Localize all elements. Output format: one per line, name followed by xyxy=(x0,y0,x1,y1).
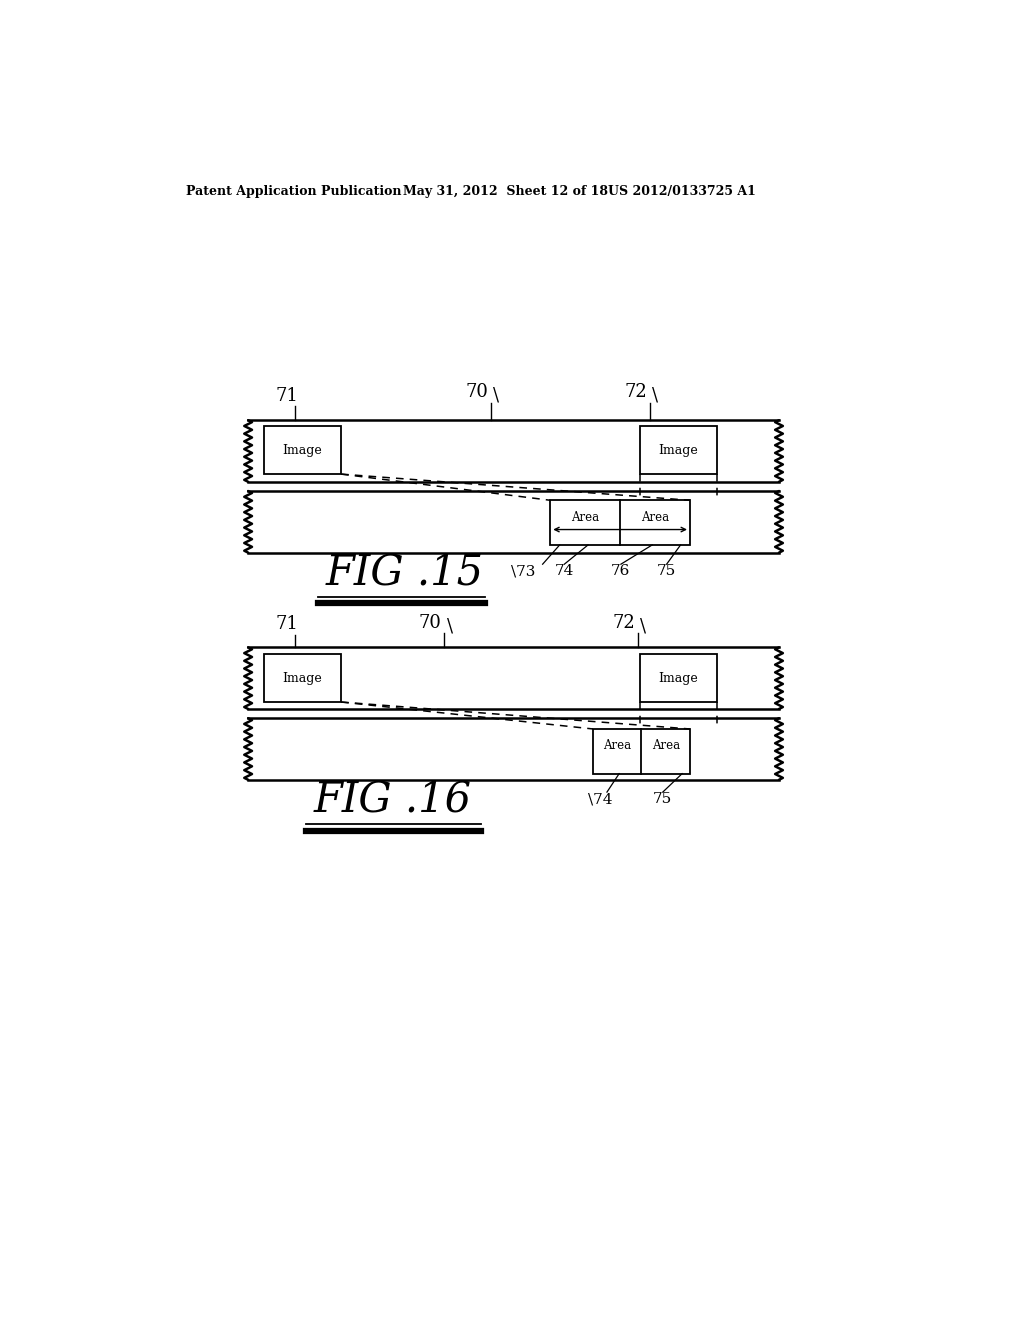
Text: Area: Area xyxy=(571,511,599,524)
Text: FIG .16: FIG .16 xyxy=(314,779,472,821)
Text: 70: 70 xyxy=(465,383,488,401)
Text: 72: 72 xyxy=(612,614,635,632)
Bar xyxy=(640,655,717,702)
Text: Image: Image xyxy=(283,672,323,685)
Text: FIG .15: FIG .15 xyxy=(326,552,483,594)
Bar xyxy=(263,655,341,702)
Text: Area: Area xyxy=(651,739,680,752)
Text: 75: 75 xyxy=(657,564,676,578)
Text: Area: Area xyxy=(603,739,631,752)
Text: 72: 72 xyxy=(625,383,647,401)
Text: 76: 76 xyxy=(611,564,631,578)
Text: US 2012/0133725 A1: US 2012/0133725 A1 xyxy=(608,185,757,198)
Text: \73: \73 xyxy=(511,564,536,578)
Text: Image: Image xyxy=(283,444,323,457)
Text: \: \ xyxy=(640,618,646,636)
Text: 75: 75 xyxy=(653,792,673,807)
Text: Patent Application Publication: Patent Application Publication xyxy=(186,185,401,198)
Text: Area: Area xyxy=(641,511,669,524)
Text: Image: Image xyxy=(658,444,698,457)
Text: 71: 71 xyxy=(275,615,298,634)
Text: \: \ xyxy=(652,387,658,405)
Bar xyxy=(640,426,717,474)
Text: \: \ xyxy=(446,618,453,636)
Text: 70: 70 xyxy=(419,614,441,632)
Text: 71: 71 xyxy=(275,387,298,405)
Text: 74: 74 xyxy=(555,564,574,578)
Bar xyxy=(550,500,690,545)
Text: Image: Image xyxy=(658,672,698,685)
Text: \: \ xyxy=(494,387,499,405)
Bar xyxy=(593,729,690,774)
Bar xyxy=(263,426,341,474)
Text: May 31, 2012  Sheet 12 of 18: May 31, 2012 Sheet 12 of 18 xyxy=(403,185,608,198)
Text: \74: \74 xyxy=(589,792,613,807)
